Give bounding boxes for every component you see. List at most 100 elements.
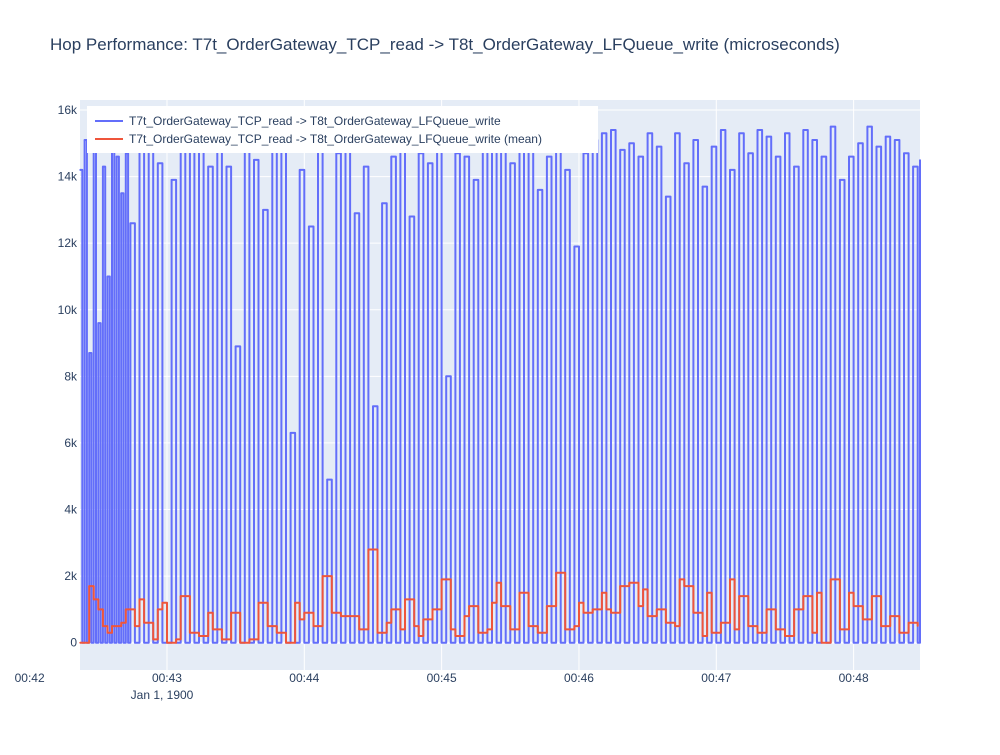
legend-item-series-1[interactable]: T7t_OrderGateway_TCP_read -> T8t_OrderGa… bbox=[95, 114, 501, 128]
data-point bbox=[225, 165, 228, 168]
data-point bbox=[743, 641, 745, 644]
data-point bbox=[193, 641, 196, 644]
data-point bbox=[550, 641, 553, 644]
data-point bbox=[381, 202, 383, 204]
data-point bbox=[184, 641, 187, 644]
data-point bbox=[431, 641, 434, 644]
data-point bbox=[468, 605, 470, 607]
data-point bbox=[761, 641, 763, 644]
data-point bbox=[427, 162, 429, 165]
data-point bbox=[839, 179, 841, 181]
data-point bbox=[509, 162, 512, 165]
data-point bbox=[450, 628, 452, 631]
data-point bbox=[564, 628, 566, 631]
data-point bbox=[610, 129, 612, 131]
data-point bbox=[541, 641, 544, 644]
data-point bbox=[880, 625, 882, 627]
data-point bbox=[92, 598, 95, 601]
data-point bbox=[88, 585, 90, 587]
data-point bbox=[417, 635, 420, 637]
data-point bbox=[127, 641, 129, 644]
data-point bbox=[601, 592, 603, 594]
data-point bbox=[720, 129, 722, 131]
data-point bbox=[431, 608, 434, 611]
data-point bbox=[413, 641, 416, 644]
legend[interactable]: T7t_OrderGateway_TCP_read -> T8t_OrderGa… bbox=[87, 106, 598, 153]
data-point bbox=[463, 615, 466, 617]
data-point bbox=[591, 608, 594, 611]
data-point bbox=[605, 608, 608, 611]
data-point bbox=[321, 575, 324, 577]
data-point bbox=[720, 621, 722, 624]
data-point bbox=[312, 641, 315, 644]
data-point bbox=[109, 641, 111, 644]
data-point bbox=[610, 611, 612, 614]
data-point bbox=[161, 641, 164, 644]
data-point bbox=[619, 149, 621, 151]
x-tick-label: 00:44 bbox=[289, 671, 319, 685]
data-point bbox=[852, 641, 855, 644]
data-point bbox=[376, 641, 379, 644]
data-point bbox=[472, 179, 475, 181]
data-point bbox=[303, 641, 306, 644]
data-point bbox=[811, 631, 814, 634]
data-point bbox=[578, 641, 580, 644]
legend-background bbox=[87, 106, 598, 153]
data-point bbox=[784, 635, 786, 637]
data-point bbox=[404, 598, 406, 601]
data-point bbox=[118, 641, 120, 644]
data-point bbox=[665, 195, 667, 198]
data-point bbox=[422, 618, 425, 621]
data-point bbox=[816, 592, 818, 594]
data-point bbox=[898, 641, 901, 644]
data-point bbox=[646, 615, 649, 617]
data-point bbox=[697, 641, 699, 644]
data-point bbox=[404, 641, 406, 644]
data-point bbox=[372, 405, 374, 408]
data-point bbox=[276, 631, 278, 634]
data-point bbox=[157, 608, 159, 611]
x-tick-label: 00:45 bbox=[427, 671, 457, 685]
data-point bbox=[889, 641, 891, 644]
data-point bbox=[285, 641, 287, 644]
data-point bbox=[111, 625, 113, 627]
data-point bbox=[358, 628, 361, 631]
data-point bbox=[122, 641, 125, 644]
data-point bbox=[546, 605, 548, 607]
data-point bbox=[848, 155, 850, 158]
data-point bbox=[715, 641, 718, 644]
data-point bbox=[230, 611, 232, 614]
data-point bbox=[477, 631, 480, 634]
data-point bbox=[706, 592, 708, 594]
legend-label-series-1: T7t_OrderGateway_TCP_read -> T8t_OrderGa… bbox=[129, 114, 501, 128]
data-point bbox=[459, 641, 461, 644]
data-point bbox=[495, 641, 498, 644]
data-point bbox=[399, 628, 402, 631]
data-point bbox=[189, 631, 191, 634]
data-point bbox=[578, 601, 580, 604]
data-point bbox=[747, 625, 750, 627]
data-point bbox=[674, 132, 676, 135]
data-point bbox=[797, 641, 800, 644]
data-point bbox=[385, 641, 388, 644]
data-point bbox=[765, 135, 768, 138]
data-point bbox=[367, 641, 370, 644]
y-tick-label: 8k bbox=[64, 369, 78, 383]
data-point bbox=[665, 621, 667, 624]
data-point bbox=[166, 641, 168, 644]
data-point bbox=[266, 625, 269, 627]
data-point bbox=[596, 641, 599, 644]
data-point bbox=[212, 628, 214, 631]
y-tick-label: 12k bbox=[58, 236, 78, 250]
data-point bbox=[385, 621, 388, 624]
data-point bbox=[340, 641, 342, 644]
data-point bbox=[706, 641, 708, 644]
legend-item-series-2[interactable]: T7t_OrderGateway_TCP_read -> T8t_OrderGa… bbox=[95, 132, 542, 146]
data-point bbox=[820, 641, 823, 644]
data-point bbox=[701, 635, 704, 637]
data-point bbox=[875, 145, 878, 148]
data-point bbox=[422, 641, 425, 644]
data-point bbox=[477, 641, 480, 644]
data-point bbox=[532, 641, 534, 644]
data-point bbox=[729, 578, 731, 581]
